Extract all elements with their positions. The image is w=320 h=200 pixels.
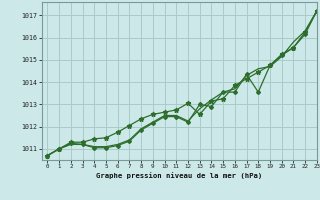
X-axis label: Graphe pression niveau de la mer (hPa): Graphe pression niveau de la mer (hPa) [96, 172, 262, 179]
